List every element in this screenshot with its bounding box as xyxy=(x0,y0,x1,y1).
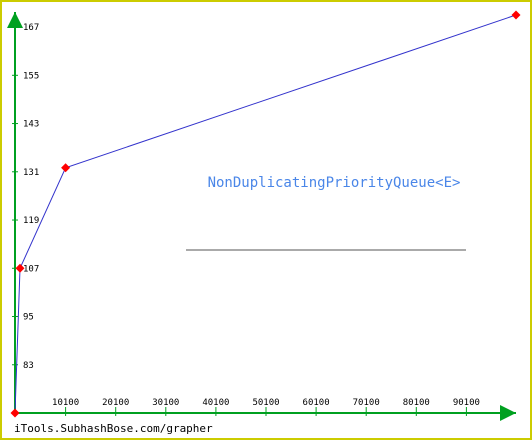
x-axis-ticks: 10100 20100 30100 40100 50100 60100 70100 80100… xyxy=(52,398,480,416)
x-tick-label: 40100 xyxy=(202,398,229,408)
y-axis-ticks: 83 95 107 119 131 143 155 167 xyxy=(12,23,39,371)
x-tick-label: 30100 xyxy=(152,398,179,408)
data-point xyxy=(15,263,25,273)
x-tick-label: 60100 xyxy=(303,398,330,408)
y-tick-label: 131 xyxy=(23,168,39,178)
y-tick-label: 107 xyxy=(23,264,39,274)
x-tick-label: 10100 xyxy=(52,398,79,408)
data-point xyxy=(511,10,521,20)
x-tick-label: 80100 xyxy=(403,398,430,408)
y-tick-label: 119 xyxy=(23,216,39,226)
y-tick-label: 155 xyxy=(23,71,39,81)
x-tick-label: 50100 xyxy=(252,398,279,408)
data-point xyxy=(10,408,20,418)
watermark-text: iTools.SubhashBose.com/grapher xyxy=(14,422,213,435)
data-point xyxy=(61,163,71,173)
y-tick-label: 83 xyxy=(23,361,34,371)
x-tick-label: 90100 xyxy=(453,398,480,408)
y-tick-label: 167 xyxy=(23,23,39,33)
series-line-group xyxy=(14,14,517,414)
x-tick-label: 20100 xyxy=(102,398,129,408)
series-markers xyxy=(10,10,521,418)
series-line xyxy=(14,14,517,414)
x-tick-label: 70100 xyxy=(353,398,380,408)
y-tick-label: 95 xyxy=(23,313,34,323)
y-tick-label: 143 xyxy=(23,120,39,130)
chart-title: NonDuplicatingPriorityQueue<E> xyxy=(208,175,461,191)
